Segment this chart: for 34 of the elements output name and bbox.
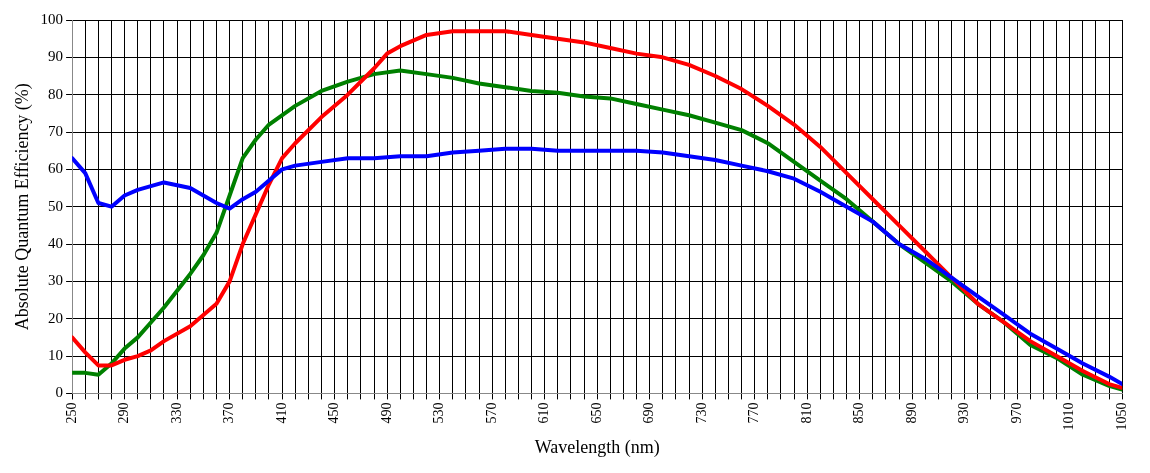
x-tick-label: 1010 [1061, 402, 1077, 431]
y-tick-label: 70 [48, 122, 64, 139]
y-tick-label: 30 [48, 272, 64, 289]
y-tick-label: 60 [48, 160, 64, 177]
x-tick-label: 770 [746, 402, 762, 424]
x-tick-label: 930 [956, 402, 972, 424]
x-tick-label: 650 [588, 402, 604, 424]
x-tick-label: 570 [483, 402, 499, 424]
x-tick-label: 250 [63, 402, 79, 424]
y-tick-label: 100 [40, 10, 64, 27]
x-tick-label: 610 [536, 402, 552, 424]
x-tick-label: 1050 [1113, 402, 1129, 431]
y-axis-title: Absolute Quantum Efficiency (%) [11, 83, 33, 331]
x-tick-label: 810 [798, 402, 814, 424]
y-tick-label: 0 [55, 384, 64, 401]
x-tick-label: 970 [1008, 402, 1024, 424]
y-tick-label: 40 [48, 234, 64, 251]
y-tick-label: 10 [48, 347, 64, 363]
x-tick-label: 690 [641, 402, 657, 424]
x-tick-label: 410 [273, 402, 289, 424]
x-tick-label: 490 [378, 402, 394, 424]
x-tick-label: 850 [851, 402, 867, 424]
x-tick-label: 890 [903, 402, 919, 424]
x-axis-title: Wavelength (nm) [534, 436, 660, 458]
y-tick-label: 90 [48, 48, 64, 65]
x-tick-label: 330 [168, 402, 184, 424]
y-tick-label: 50 [48, 197, 64, 214]
y-tick-label: 20 [48, 309, 64, 326]
x-tick-label: 730 [693, 402, 709, 424]
x-tick-label: 530 [431, 402, 447, 424]
x-tick-label: 370 [221, 402, 237, 424]
x-tick-label: 450 [326, 402, 342, 424]
x-tick-label: 290 [116, 402, 132, 424]
y-tick-label: 80 [48, 85, 64, 102]
